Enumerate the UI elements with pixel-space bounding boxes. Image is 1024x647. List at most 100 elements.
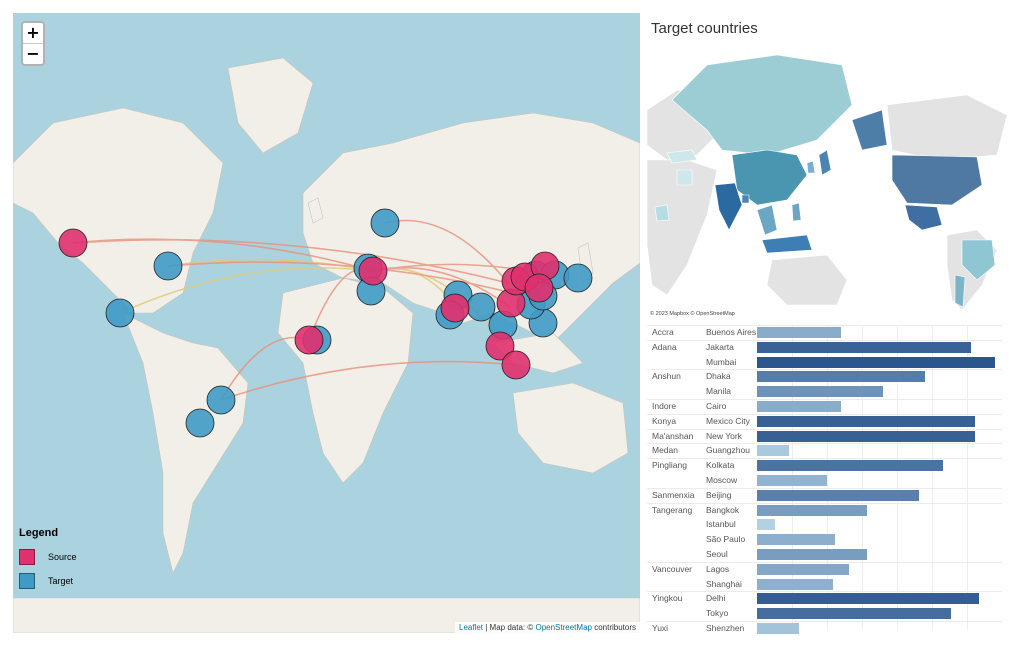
- bar-mark[interactable]: [757, 608, 951, 620]
- bar-row[interactable]: Pingliang Kolkata: [647, 458, 1002, 473]
- source-marker[interactable]: [294, 325, 324, 355]
- grid-line: [967, 325, 968, 630]
- bar-row[interactable]: Adana Jakarta: [647, 340, 1002, 355]
- source-marker[interactable]: [358, 256, 388, 286]
- mini-country-korea: [806, 160, 816, 174]
- bar-row[interactable]: Ma'anshan New York: [647, 429, 1002, 444]
- mini-country-turkey: [666, 149, 698, 164]
- bar-row[interactable]: Tokyo: [647, 606, 1002, 621]
- target-city-label: Manila: [706, 386, 732, 397]
- mini-country-argentina: [954, 274, 966, 308]
- bar-mark[interactable]: [757, 327, 841, 338]
- bar-row[interactable]: Tangerang Bangkok: [647, 503, 1002, 518]
- source-city-label: Adana: [652, 341, 677, 352]
- source-marker[interactable]: [501, 350, 531, 380]
- bar-mark[interactable]: [757, 430, 975, 442]
- bar-row[interactable]: Manila: [647, 384, 1002, 399]
- bar-row[interactable]: Yingkou Delhi: [647, 591, 1002, 606]
- bar-mark[interactable]: [757, 445, 789, 457]
- source-marker[interactable]: [440, 293, 470, 323]
- bar-row[interactable]: Seoul: [647, 547, 1002, 562]
- mini-country-thailand: [756, 204, 778, 236]
- map-canvas[interactable]: [13, 13, 640, 633]
- bar-mark[interactable]: [757, 549, 867, 560]
- attribution-suffix: contributors: [591, 623, 636, 632]
- target-marker[interactable]: [206, 385, 236, 415]
- target-city-label: Shanghai: [706, 578, 742, 589]
- bar-row[interactable]: Sanmenxia Beijing: [647, 488, 1002, 503]
- route-line: [72, 238, 374, 272]
- target-city-label: Kolkata: [706, 460, 735, 471]
- source-city-label: Vancouver: [652, 563, 693, 574]
- bar-mark[interactable]: [757, 401, 841, 412]
- bar-row[interactable]: Yuxi Shenzhen: [647, 621, 1002, 636]
- target-city-label: Beijing: [706, 489, 732, 500]
- bar-row[interactable]: Vancouver Lagos: [647, 562, 1002, 577]
- bar-mark[interactable]: [757, 356, 995, 368]
- zoom-out-button[interactable]: −: [23, 43, 43, 64]
- target-city-label: Buenos Aires: [706, 327, 757, 337]
- bar-mark[interactable]: [757, 415, 975, 427]
- target-city-label: Bangkok: [706, 504, 740, 515]
- group-separator: [647, 561, 1002, 563]
- bar-row[interactable]: Istanbul: [647, 517, 1002, 532]
- bar-row[interactable]: Anshun Dhaka: [647, 369, 1002, 384]
- group-separator: [647, 458, 1002, 460]
- target-swatch: [19, 573, 35, 589]
- route-line: [220, 360, 517, 401]
- bar-row[interactable]: São Paulo: [647, 532, 1002, 547]
- target-marker[interactable]: [563, 263, 593, 293]
- target-marker[interactable]: [153, 251, 183, 281]
- source-city-label: Tangerang: [652, 504, 693, 515]
- bar-mark[interactable]: [757, 371, 925, 383]
- zoom-in-button[interactable]: +: [26, 23, 40, 42]
- mini-map-attribution: © 2023 Mapbox © OpenStreetMap: [650, 311, 735, 317]
- bar-mark[interactable]: [757, 593, 979, 605]
- target-marker[interactable]: [185, 408, 215, 438]
- source-city-label: Medan: [652, 445, 678, 456]
- bar-mark[interactable]: [757, 475, 827, 486]
- route-map[interactable]: + − Legend Source Target Leaflet | Map d…: [13, 13, 640, 633]
- bar-row[interactable]: Moscow: [647, 473, 1002, 488]
- bar-row[interactable]: Mumbai: [647, 355, 1002, 370]
- source-city-label: Yingkou: [652, 593, 683, 604]
- mini-map-canvas[interactable]: [647, 45, 1007, 319]
- target-marker[interactable]: [105, 298, 135, 328]
- mini-country-africa: [647, 159, 718, 296]
- osm-link[interactable]: OpenStreetMap: [535, 623, 592, 632]
- target-city-label: Delhi: [706, 593, 726, 604]
- source-marker[interactable]: [485, 331, 515, 361]
- bar-mark[interactable]: [757, 460, 943, 472]
- bar-row[interactable]: Indore Cairo: [647, 399, 1002, 414]
- leaflet-link[interactable]: Leaflet: [459, 623, 484, 632]
- group-separator: [647, 325, 1002, 326]
- bar-row[interactable]: Shanghai: [647, 577, 1002, 592]
- source-marker[interactable]: [524, 273, 554, 303]
- legend-item-target: Target: [19, 569, 77, 593]
- target-marker[interactable]: [466, 292, 496, 322]
- mini-country-australia: [766, 254, 848, 306]
- mini-country-egypt: [676, 169, 693, 186]
- route-line: [372, 266, 512, 309]
- bar-mark[interactable]: [757, 519, 775, 531]
- bar-mark[interactable]: [757, 341, 971, 353]
- bar-mark[interactable]: [757, 489, 919, 501]
- bar-row[interactable]: Medan Guangzhou: [647, 443, 1002, 458]
- bar-row[interactable]: Konya Mexico City: [647, 414, 1002, 429]
- panel-title: Target countries: [651, 20, 758, 37]
- source-city-label: Konya: [652, 415, 677, 426]
- target-countries-map[interactable]: © 2023 Mapbox © OpenStreetMap: [647, 45, 1007, 319]
- bar-mark[interactable]: [757, 386, 883, 398]
- legend-item-source: Source: [19, 545, 77, 569]
- bar-mark[interactable]: [757, 504, 867, 516]
- target-city-label: Mumbai: [706, 356, 737, 367]
- bar-mark[interactable]: [757, 623, 799, 634]
- bar-chart: Accra Buenos Aires Adana Jakarta Mumbai Anshu…: [647, 325, 1009, 634]
- legend-label-source: Source: [48, 552, 77, 562]
- bar-mark[interactable]: [757, 534, 835, 546]
- target-marker[interactable]: [370, 208, 400, 238]
- bar-mark[interactable]: [757, 578, 833, 590]
- source-marker[interactable]: [58, 228, 88, 258]
- bar-row[interactable]: Accra Buenos Aires: [647, 325, 1002, 340]
- bar-mark[interactable]: [757, 563, 849, 575]
